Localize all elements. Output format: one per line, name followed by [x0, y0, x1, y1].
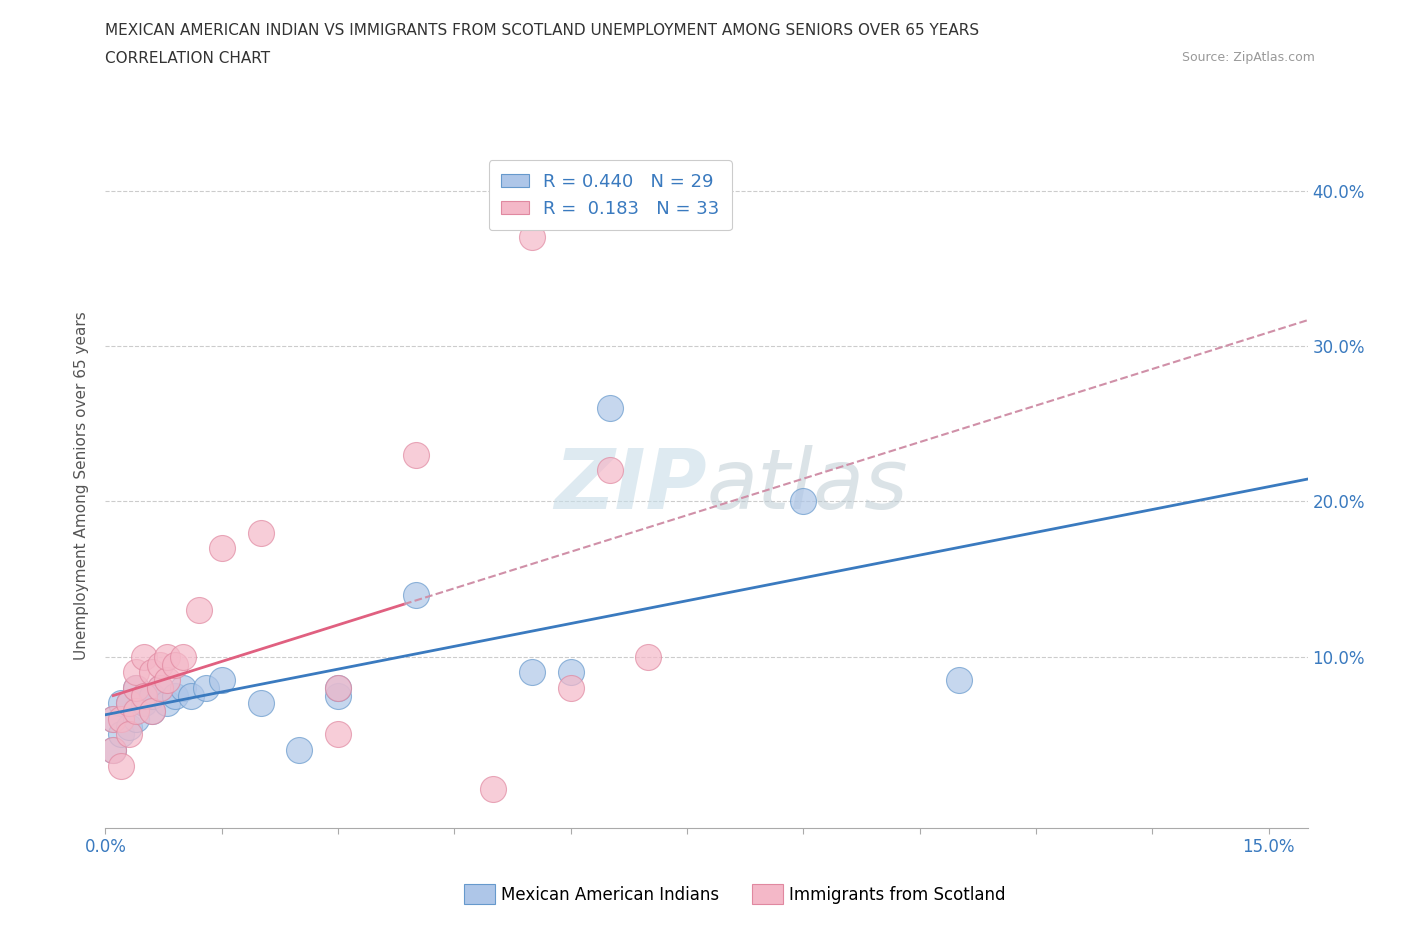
Point: [180, 688, 202, 703]
Point: [134, 688, 156, 703]
Point: [326, 681, 349, 696]
Point: [326, 727, 349, 742]
Text: atlas: atlas: [707, 445, 908, 526]
Point: [948, 672, 970, 687]
Point: [156, 649, 179, 664]
Point: [560, 681, 582, 696]
Point: [110, 758, 132, 773]
Point: [110, 696, 132, 711]
Point: [118, 696, 141, 711]
Point: [792, 494, 814, 509]
Point: [187, 603, 209, 618]
Point: [156, 672, 179, 687]
Point: [125, 665, 148, 680]
Point: [326, 681, 349, 696]
Point: [125, 681, 148, 696]
Point: [141, 688, 163, 703]
Point: [520, 665, 543, 680]
Point: [134, 696, 156, 711]
Point: [149, 681, 172, 696]
Point: [134, 649, 156, 664]
Y-axis label: Unemployment Among Seniors over 65 years: Unemployment Among Seniors over 65 years: [75, 312, 90, 660]
Point: [141, 704, 163, 719]
Point: [482, 781, 505, 796]
Point: [118, 719, 141, 734]
Point: [103, 711, 125, 726]
Point: [118, 727, 141, 742]
Point: [599, 463, 621, 478]
Point: [149, 681, 172, 696]
Point: [326, 688, 349, 703]
Point: [125, 681, 148, 696]
Point: [637, 649, 659, 664]
Point: [165, 688, 187, 703]
Point: [134, 688, 156, 703]
Text: Mexican American Indians: Mexican American Indians: [501, 885, 718, 904]
Point: [125, 711, 148, 726]
Point: [599, 401, 621, 416]
Point: [249, 696, 271, 711]
Point: [141, 704, 163, 719]
Point: [211, 540, 233, 555]
Text: ZIP: ZIP: [554, 445, 707, 526]
Point: [103, 711, 125, 726]
Point: [141, 665, 163, 680]
Point: [103, 742, 125, 757]
Point: [103, 742, 125, 757]
Point: [560, 665, 582, 680]
Point: [288, 742, 311, 757]
Point: [156, 696, 179, 711]
Point: [172, 681, 194, 696]
Point: [249, 525, 271, 540]
Point: [172, 649, 194, 664]
Point: [211, 672, 233, 687]
Point: [110, 711, 132, 726]
Text: MEXICAN AMERICAN INDIAN VS IMMIGRANTS FROM SCOTLAND UNEMPLOYMENT AMONG SENIORS O: MEXICAN AMERICAN INDIAN VS IMMIGRANTS FR…: [105, 23, 980, 38]
Point: [195, 681, 218, 696]
Point: [405, 587, 427, 602]
Text: Immigrants from Scotland: Immigrants from Scotland: [789, 885, 1005, 904]
Point: [520, 230, 543, 245]
Point: [110, 727, 132, 742]
Point: [165, 658, 187, 672]
Point: [125, 704, 148, 719]
Legend: R = 0.440   N = 29, R =  0.183   N = 33: R = 0.440 N = 29, R = 0.183 N = 33: [489, 160, 733, 231]
Point: [118, 696, 141, 711]
Text: CORRELATION CHART: CORRELATION CHART: [105, 51, 270, 66]
Point: [149, 658, 172, 672]
Point: [405, 447, 427, 462]
Text: Source: ZipAtlas.com: Source: ZipAtlas.com: [1181, 51, 1315, 64]
